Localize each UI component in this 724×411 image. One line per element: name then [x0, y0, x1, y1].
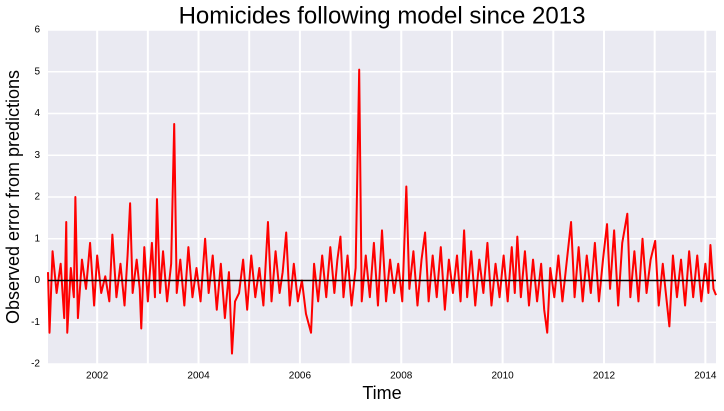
data-line	[47, 68, 717, 355]
chart-title: Homicides following model since 2013	[179, 2, 586, 29]
x-tick-label: 2006	[289, 371, 312, 382]
y-tick-label: 2	[34, 192, 40, 203]
x-axis-label: Time	[362, 383, 401, 403]
y-tick-label: -2	[31, 359, 40, 370]
x-tick-label: 2014	[694, 371, 717, 382]
x-tick-label: 2012	[593, 371, 616, 382]
y-axis-label: Observed error from predictions	[3, 70, 23, 324]
y-tick-label: 5	[34, 66, 40, 77]
x-tick-label: 2004	[187, 371, 210, 382]
x-tick-label: 2002	[86, 371, 109, 382]
y-tick-label: -1	[31, 317, 40, 328]
y-tick-label: 6	[34, 25, 40, 36]
x-tick-label: 2008	[390, 371, 413, 382]
y-tick-label: 0	[34, 275, 40, 286]
y-tick-label: 4	[34, 108, 40, 119]
y-tick-label: 1	[34, 233, 40, 244]
x-tick-label: 2010	[492, 371, 515, 382]
y-tick-label: 3	[34, 150, 40, 161]
